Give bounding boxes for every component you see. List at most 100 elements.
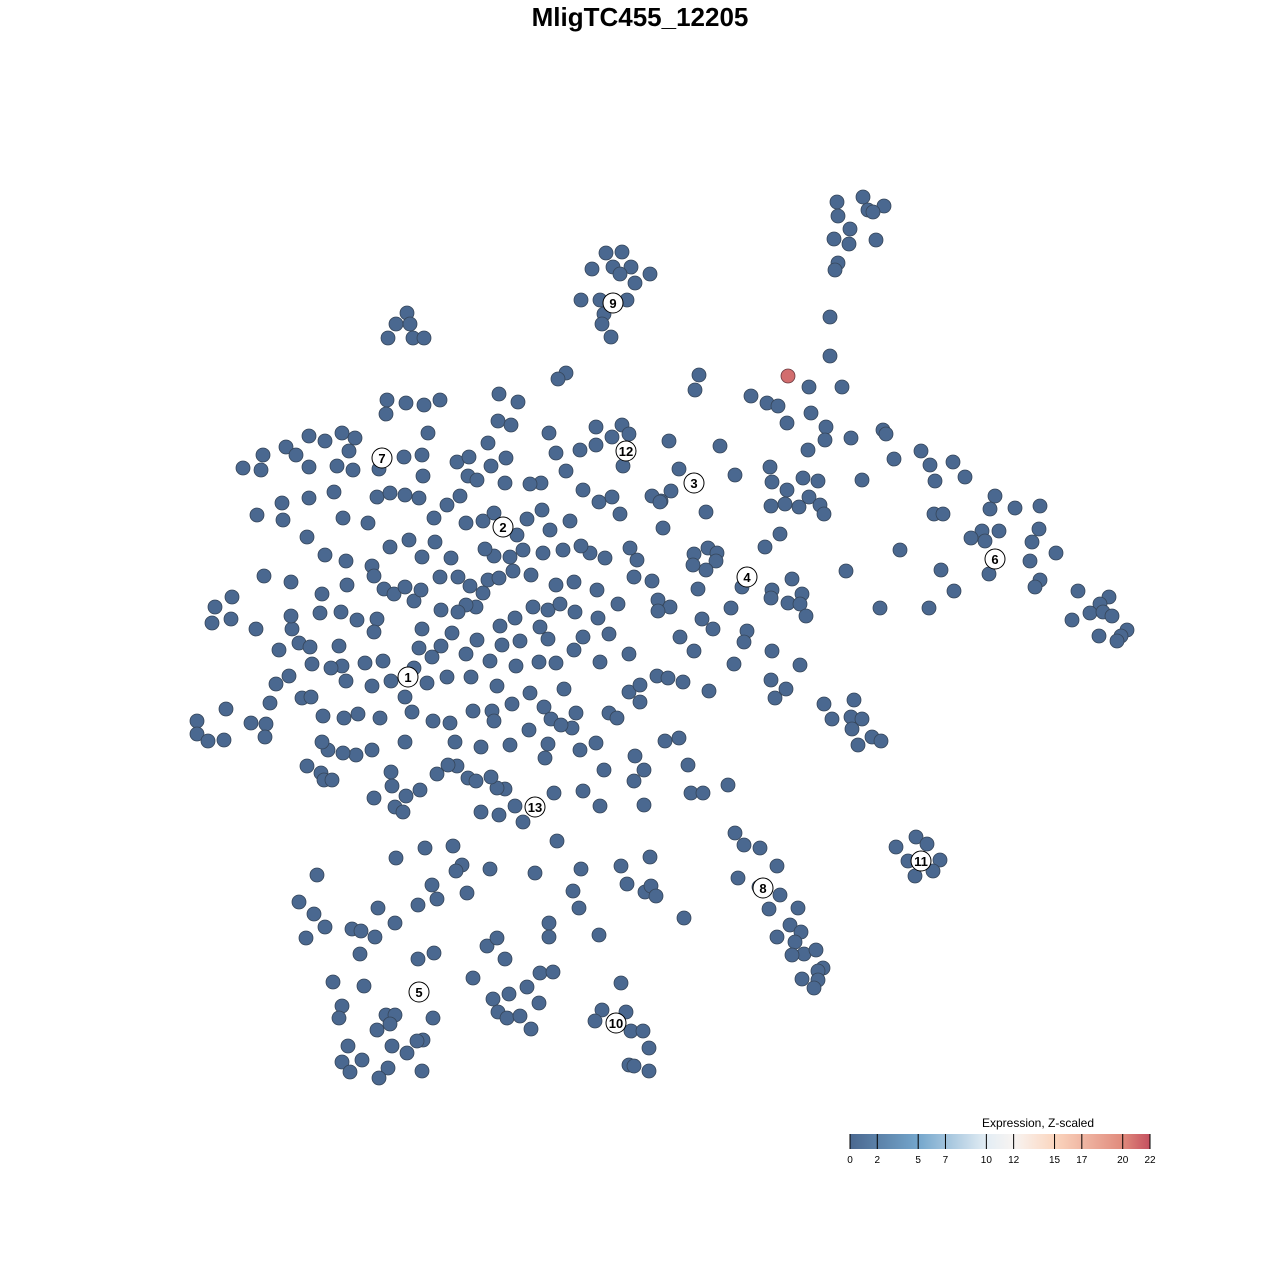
data-point: [507, 610, 523, 626]
data-point: [843, 430, 859, 446]
data-point: [384, 1038, 400, 1054]
data-point: [841, 236, 857, 252]
cluster-label-badge: [397, 666, 419, 688]
data-point: [792, 657, 808, 673]
data-point: [364, 678, 380, 694]
data-point: [515, 814, 531, 830]
data-point: [690, 581, 706, 597]
data-point: [553, 717, 569, 733]
data-point: [641, 1063, 657, 1079]
data-point: [429, 766, 445, 782]
data-point: [546, 785, 562, 801]
legend-tick-label: 5: [915, 1155, 921, 1166]
data-point: [482, 861, 498, 877]
data-point: [469, 472, 485, 488]
data-point: [556, 681, 572, 697]
data-point: [414, 447, 430, 463]
data-point: [598, 245, 614, 261]
data-point: [565, 883, 581, 899]
data-point: [360, 515, 376, 531]
data-point: [372, 710, 388, 726]
data-point: [503, 417, 519, 433]
data-point: [309, 867, 325, 883]
data-point: [701, 683, 717, 699]
data-point: [312, 605, 328, 621]
data-point: [830, 208, 846, 224]
data-point: [397, 487, 413, 503]
data-point: [1024, 534, 1040, 550]
data-point: [601, 626, 617, 642]
data-point: [386, 586, 402, 602]
data-point: [531, 654, 547, 670]
data-point: [383, 673, 399, 689]
data-point: [317, 433, 333, 449]
data-point: [685, 557, 701, 573]
cluster-label: 1: [397, 666, 419, 688]
data-point: [626, 773, 642, 789]
data-point: [416, 330, 432, 346]
data-point: [672, 629, 688, 645]
cluster-label: 7: [371, 447, 393, 469]
data-point: [834, 379, 850, 395]
data-point: [1027, 579, 1043, 595]
data-point: [299, 529, 315, 545]
data-point: [473, 739, 489, 755]
data-point: [402, 316, 418, 332]
data-point: [575, 629, 591, 645]
cluster-label-badge: [683, 472, 705, 494]
data-point: [626, 1058, 642, 1074]
data-point: [627, 275, 643, 291]
data-point: [609, 710, 625, 726]
data-point: [388, 316, 404, 332]
data-point: [497, 951, 513, 967]
data-point: [445, 838, 461, 854]
data-point: [1104, 608, 1120, 624]
cluster-label-text: 4: [743, 570, 751, 585]
data-point: [523, 567, 539, 583]
data-point: [817, 432, 833, 448]
data-point: [420, 425, 436, 441]
data-point: [510, 394, 526, 410]
data-point: [888, 839, 904, 855]
data-point: [575, 482, 591, 498]
data-point: [480, 435, 496, 451]
data-point: [567, 604, 583, 620]
cluster-label: 2: [492, 516, 514, 538]
data-point: [448, 863, 464, 879]
data-point: [432, 392, 448, 408]
data-point: [515, 542, 531, 558]
data-point: [424, 877, 440, 893]
data-point: [827, 262, 843, 278]
data-point: [878, 426, 894, 442]
data-point: [262, 695, 278, 711]
data-point: [380, 1060, 396, 1076]
data-point: [743, 388, 759, 404]
cluster-label-badge: [736, 566, 758, 588]
data-point: [534, 502, 550, 518]
data-point: [925, 863, 941, 879]
data-point: [623, 259, 639, 275]
data-point: [397, 689, 413, 705]
data-point: [846, 692, 862, 708]
data-point: [281, 668, 297, 684]
data-point: [427, 534, 443, 550]
data-point: [399, 1045, 415, 1061]
cluster-label-text: 7: [378, 451, 385, 466]
data-point: [621, 684, 637, 700]
data-point: [963, 530, 979, 546]
data-point: [329, 458, 345, 474]
cluster-label: 8: [752, 877, 774, 899]
data-point: [803, 405, 819, 421]
data-point: [922, 457, 938, 473]
data-point: [705, 621, 721, 637]
data-point: [388, 850, 404, 866]
data-point: [502, 737, 518, 753]
cluster-label: 9: [602, 292, 624, 314]
data-point: [571, 900, 587, 916]
data-point: [338, 553, 354, 569]
data-point: [661, 433, 677, 449]
data-point: [415, 468, 431, 484]
data-point: [189, 726, 205, 742]
data-point: [806, 980, 822, 996]
